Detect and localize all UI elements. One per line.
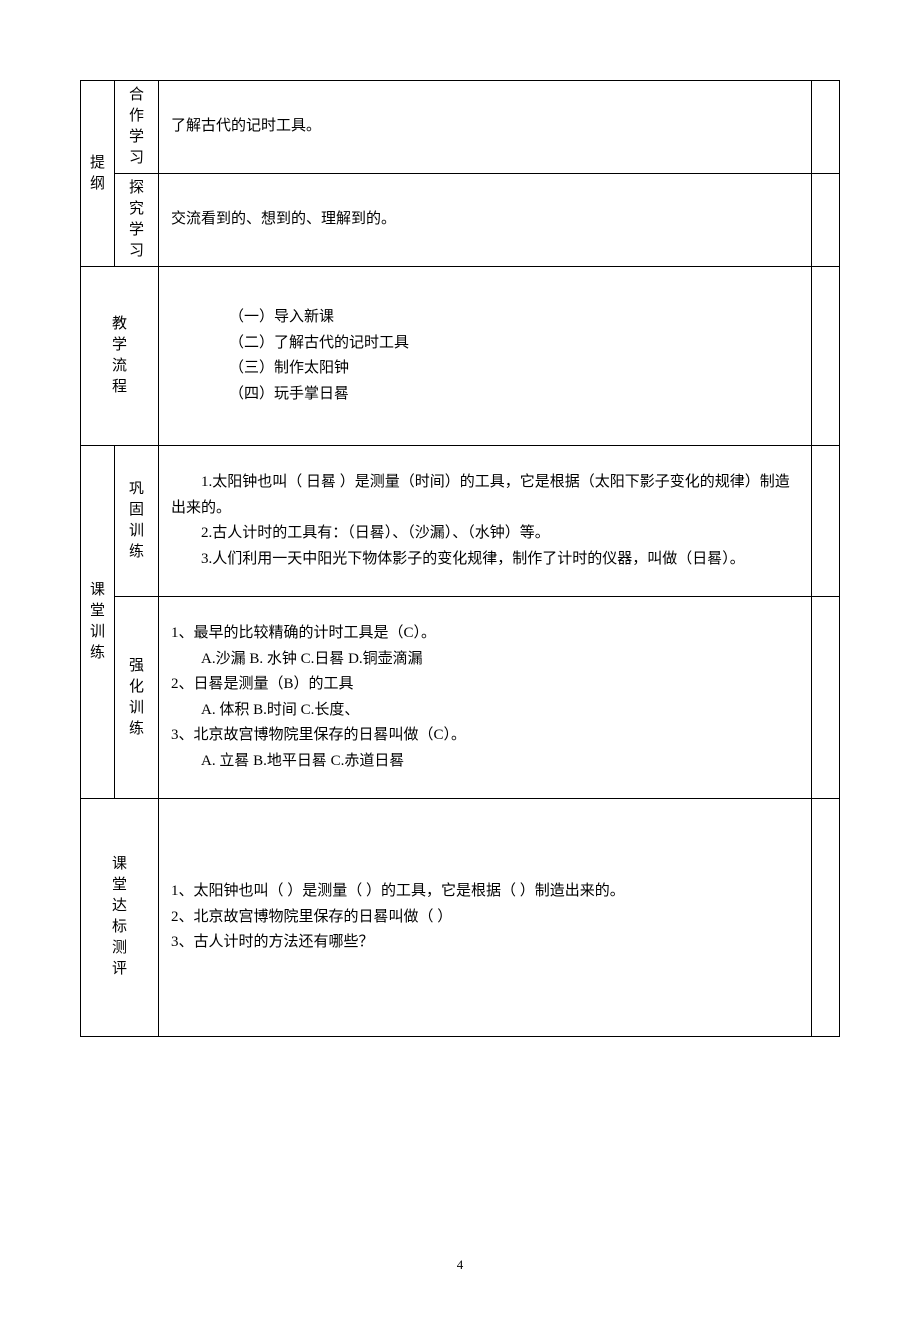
cooperative-content: 了解古代的记时工具。: [159, 81, 812, 174]
intensive-blank: [812, 597, 840, 799]
cooperative-blank: [812, 81, 840, 174]
outline-inquiry-row: 探究学习 交流看到的、想到的、理解到的。: [81, 174, 840, 267]
intensive-q1: 1、最早的比较精确的计时工具是（C）。: [171, 621, 799, 647]
cooperative-header-text: 合作学习: [117, 85, 156, 169]
consolidation-item-3: 3.人们利用一天中阳光下物体影子的变化规律，制作了计时的仪器，叫做（日晷）。: [171, 547, 799, 573]
consolidation-item-1: 1.太阳钟也叫（ 日晷 ）是测量（时间）的工具，它是根据（太阳下影子变化的规律）…: [171, 470, 799, 521]
page-number: 4: [80, 1257, 840, 1273]
intensive-content: 1、最早的比较精确的计时工具是（C）。 A.沙漏 B. 水钟 C.日晷 D.铜壶…: [159, 597, 812, 799]
flow-item-4: （四）玩手掌日晷: [199, 382, 799, 408]
intensive-q2: 2、日晷是测量（B）的工具: [171, 672, 799, 698]
inquiry-header: 探究学习: [115, 174, 159, 267]
consolidation-content: 1.太阳钟也叫（ 日晷 ）是测量（时间）的工具，它是根据（太阳下影子变化的规律）…: [159, 446, 812, 597]
consolidation-header-text: 巩固训练: [117, 479, 156, 563]
intensive-header: 强化训练: [115, 597, 159, 799]
teaching-flow-blank: [812, 267, 840, 446]
teaching-flow-header-text: 教学流程: [83, 314, 156, 398]
flow-item-1: （一）导入新课: [199, 305, 799, 331]
intensive-header-text: 强化训练: [117, 656, 156, 740]
assessment-item-2: 2、北京故宫博物院里保存的日晷叫做（ ）: [171, 905, 799, 931]
intensive-q3: 3、北京故宫博物院里保存的日晷叫做（C）。: [171, 723, 799, 749]
consolidation-header: 巩固训练: [115, 446, 159, 597]
assessment-item-3: 3、古人计时的方法还有哪些？: [171, 930, 799, 956]
inquiry-blank: [812, 174, 840, 267]
assessment-header: 课堂达标测评: [81, 799, 159, 1037]
assessment-row: 课堂达标测评 1、太阳钟也叫（ ）是测量（ ）的工具，它是根据（ ）制造出来的。…: [81, 799, 840, 1037]
teaching-flow-row: 教学流程 （一）导入新课 （二）了解古代的记时工具 （三）制作太阳钟 （四）玩手…: [81, 267, 840, 446]
inquiry-content: 交流看到的、想到的、理解到的。: [159, 174, 812, 267]
assessment-header-text: 课堂达标测评: [83, 854, 156, 980]
lesson-plan-table: 提纲 合作学习 了解古代的记时工具。 探究学习 交流看到的、想到的、理解到的。 …: [80, 80, 840, 1037]
assessment-item-1: 1、太阳钟也叫（ ）是测量（ ）的工具，它是根据（ ）制造出来的。: [171, 879, 799, 905]
teaching-flow-content: （一）导入新课 （二）了解古代的记时工具 （三）制作太阳钟 （四）玩手掌日晷: [159, 267, 812, 446]
flow-item-3: （三）制作太阳钟: [199, 356, 799, 382]
cooperative-header: 合作学习: [115, 81, 159, 174]
intensive-q2-options: A. 体积 B.时间 C.长度、: [171, 698, 799, 724]
assessment-blank: [812, 799, 840, 1037]
teaching-flow-header: 教学流程: [81, 267, 159, 446]
consolidation-item-2: 2.古人计时的工具有：（日晷）、（沙漏）、（水钟）等。: [171, 521, 799, 547]
flow-item-2: （二）了解古代的记时工具: [199, 331, 799, 357]
intensive-row: 强化训练 1、最早的比较精确的计时工具是（C）。 A.沙漏 B. 水钟 C.日晷…: [81, 597, 840, 799]
class-training-header-text: 课堂训练: [83, 580, 112, 664]
outline-header: 提纲: [81, 81, 115, 267]
consolidation-row: 课堂训练 巩固训练 1.太阳钟也叫（ 日晷 ）是测量（时间）的工具，它是根据（太…: [81, 446, 840, 597]
intensive-q1-options: A.沙漏 B. 水钟 C.日晷 D.铜壶滴漏: [171, 647, 799, 673]
intensive-q3-options: A. 立晷 B.地平日晷 C.赤道日晷: [171, 749, 799, 775]
outline-header-text: 提纲: [83, 153, 112, 195]
outline-cooperative-row: 提纲 合作学习 了解古代的记时工具。: [81, 81, 840, 174]
class-training-header: 课堂训练: [81, 446, 115, 799]
assessment-content: 1、太阳钟也叫（ ）是测量（ ）的工具，它是根据（ ）制造出来的。 2、北京故宫…: [159, 799, 812, 1037]
consolidation-blank: [812, 446, 840, 597]
inquiry-header-text: 探究学习: [117, 178, 156, 262]
